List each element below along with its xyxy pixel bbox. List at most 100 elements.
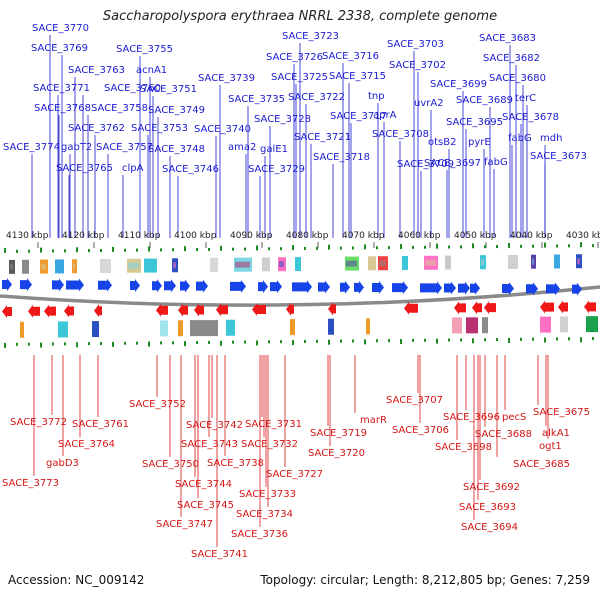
forward-gene-arrow[interactable] [52, 278, 64, 292]
forward-gene-label-sace-3697[interactable]: SACE_3697 [424, 158, 481, 169]
reverse-gene-label-sace-3744[interactable]: SACE_3744 [175, 479, 232, 490]
forward-gene-label-sace-3771[interactable]: SACE_3771 [33, 83, 90, 94]
reverse-gene-label-sace-3752[interactable]: SACE_3752 [129, 399, 186, 410]
forward-gene-label-acna1[interactable]: acnA1 [136, 65, 167, 76]
reverse-gene-label-sace-3736[interactable]: SACE_3736 [231, 529, 288, 540]
forward-gene-label-sace-3765[interactable]: SACE_3765 [56, 163, 113, 174]
reverse-gene-arrow[interactable] [328, 302, 336, 316]
reverse-gene-label-sace-3698[interactable]: SACE_3698 [435, 442, 492, 453]
forward-gene-arrow[interactable] [66, 278, 84, 292]
reverse-gene-label-sace-3738[interactable]: SACE_3738 [207, 458, 264, 469]
forward-gene-label-sace-3751[interactable]: SACE_3751 [140, 84, 197, 95]
forward-gene-label-tnp[interactable]: tnp [368, 91, 385, 102]
forward-gene-label-uvra2[interactable]: uvrA2 [414, 98, 444, 109]
forward-gene-label-terc[interactable]: terC [515, 93, 536, 104]
reverse-gene-label-sace-3733[interactable]: SACE_3733 [239, 489, 296, 500]
forward-gene-arrow[interactable] [526, 282, 538, 296]
forward-gene-arrow[interactable] [130, 279, 140, 293]
forward-gene-arrow[interactable] [444, 281, 456, 295]
forward-gene-label-sace-3725[interactable]: SACE_3725 [271, 72, 328, 83]
forward-gene-arrow[interactable] [180, 279, 190, 293]
forward-gene-label-sace-3729[interactable]: SACE_3729 [248, 164, 305, 175]
forward-gene-label-sace-3748[interactable]: SACE_3748 [148, 144, 205, 155]
reverse-gene-label-ogt1[interactable]: ogt1 [539, 441, 562, 452]
forward-gene-label-sace-3699[interactable]: SACE_3699 [430, 79, 487, 90]
reverse-gene-label-sace-3692[interactable]: SACE_3692 [463, 482, 520, 493]
reverse-gene-arrow[interactable] [584, 300, 596, 314]
forward-gene-arrow[interactable] [270, 280, 282, 294]
forward-gene-label-sace-3683[interactable]: SACE_3683 [479, 33, 536, 44]
reverse-gene-label-sace-3732[interactable]: SACE_3732 [241, 439, 298, 450]
reverse-gene-arrow[interactable] [44, 304, 56, 318]
reverse-gene-label-marr[interactable]: marR [360, 415, 387, 426]
forward-gene-label-sace-3728[interactable]: SACE_3728 [254, 114, 311, 125]
reverse-gene-arrow[interactable] [540, 300, 554, 314]
reverse-gene-arrow[interactable] [404, 301, 418, 315]
reverse-gene-arrow[interactable] [252, 302, 266, 316]
reverse-gene-label-sace-3773[interactable]: SACE_3773 [2, 478, 59, 489]
forward-gene-arrow[interactable] [572, 282, 582, 296]
reverse-gene-label-sace-3696[interactable]: SACE_3696 [443, 412, 500, 423]
reverse-gene-arrow[interactable] [28, 304, 40, 318]
forward-gene-label-sace-3755[interactable]: SACE_3755 [116, 44, 173, 55]
forward-gene-arrow[interactable] [152, 279, 162, 293]
reverse-gene-arrow[interactable] [472, 301, 482, 315]
reverse-gene-label-sace-3731[interactable]: SACE_3731 [245, 419, 302, 430]
forward-gene-label-sace-3769[interactable]: SACE_3769 [31, 43, 88, 54]
forward-gene-label-otsb2[interactable]: otsB2 [428, 137, 456, 148]
forward-gene-label-sace-3716[interactable]: SACE_3716 [322, 51, 379, 62]
forward-gene-label-gabt2[interactable]: gabT2 [61, 142, 92, 153]
reverse-gene-label-sace-3741[interactable]: SACE_3741 [191, 549, 248, 560]
forward-gene-arrow[interactable] [2, 278, 12, 292]
forward-gene-arrow[interactable] [230, 279, 246, 293]
forward-gene-arrow[interactable] [546, 282, 560, 296]
forward-gene-label-sace-3762[interactable]: SACE_3762 [68, 123, 125, 134]
forward-gene-label-sace-3735[interactable]: SACE_3735 [228, 94, 285, 105]
forward-gene-label-sace-3768[interactable]: SACE_3768 [34, 103, 91, 114]
forward-gene-label-sace-3740[interactable]: SACE_3740 [194, 124, 251, 135]
forward-gene-label-ama2[interactable]: ama2 [228, 142, 256, 153]
forward-gene-arrow[interactable] [340, 280, 350, 294]
reverse-gene-arrow[interactable] [2, 304, 12, 318]
reverse-gene-label-sace-3743[interactable]: SACE_3743 [181, 439, 238, 450]
forward-gene-arrow[interactable] [20, 278, 32, 292]
forward-gene-label-sace-3718[interactable]: SACE_3718 [313, 152, 370, 163]
forward-gene-arrow[interactable] [354, 280, 364, 294]
forward-gene-label-clpa[interactable]: clpA [122, 163, 144, 174]
forward-gene-label-mdh[interactable]: mdh [540, 133, 562, 144]
forward-gene-arrow[interactable] [292, 280, 312, 294]
forward-gene-label-sace-3723[interactable]: SACE_3723 [282, 31, 339, 42]
forward-gene-arrow[interactable] [470, 281, 480, 295]
forward-gene-arrow[interactable] [318, 280, 330, 294]
reverse-gene-label-sace-3685[interactable]: SACE_3685 [513, 459, 570, 470]
forward-gene-label-sace-3689[interactable]: SACE_3689 [456, 95, 513, 106]
forward-gene-label-sace-3760[interactable]: SACE_3760 [104, 83, 161, 94]
reverse-gene-label-gabd3[interactable]: gabD3 [46, 458, 79, 469]
forward-gene-label-sace-3715[interactable]: SACE_3715 [329, 71, 386, 82]
forward-gene-label-sace-3695[interactable]: SACE_3695 [446, 117, 503, 128]
reverse-gene-label-sace-3706[interactable]: SACE_3706 [392, 425, 449, 436]
forward-gene-label-sace-3726[interactable]: SACE_3726 [266, 52, 323, 63]
forward-gene-label-sace-3739[interactable]: SACE_3739 [198, 73, 255, 84]
forward-gene-label-pyre[interactable]: pyrE [468, 137, 491, 148]
forward-gene-arrow[interactable] [196, 279, 208, 293]
reverse-gene-arrow[interactable] [484, 301, 496, 315]
reverse-gene-label-sace-3750[interactable]: SACE_3750 [142, 459, 199, 470]
reverse-gene-label-sace-3694[interactable]: SACE_3694 [461, 522, 518, 533]
reverse-gene-arrow[interactable] [194, 303, 204, 317]
reverse-gene-label-sace-3720[interactable]: SACE_3720 [308, 448, 365, 459]
reverse-gene-label-sace-3747[interactable]: SACE_3747 [156, 519, 213, 530]
forward-gene-label-sace-3758[interactable]: SACE_3758 [91, 103, 148, 114]
forward-gene-label-sace-3709[interactable]: SACE_3709 [397, 159, 454, 170]
forward-gene-label-sace-3746[interactable]: SACE_3746 [162, 164, 219, 175]
forward-gene-label-sace-3678[interactable]: SACE_3678 [502, 112, 559, 123]
forward-gene-label-sace-3722[interactable]: SACE_3722 [288, 92, 345, 103]
reverse-gene-label-sace-3734[interactable]: SACE_3734 [236, 509, 293, 520]
forward-gene-arrow[interactable] [258, 280, 268, 294]
forward-gene-label-sace-3702[interactable]: SACE_3702 [389, 60, 446, 71]
reverse-gene-label-sace-3707[interactable]: SACE_3707 [386, 395, 443, 406]
forward-gene-arrow[interactable] [458, 281, 470, 295]
forward-gene-label-fabg[interactable]: fabG [484, 157, 508, 168]
forward-gene-label-sace-3774[interactable]: SACE_3774 [3, 142, 60, 153]
reverse-gene-label-sace-3764[interactable]: SACE_3764 [58, 439, 115, 450]
